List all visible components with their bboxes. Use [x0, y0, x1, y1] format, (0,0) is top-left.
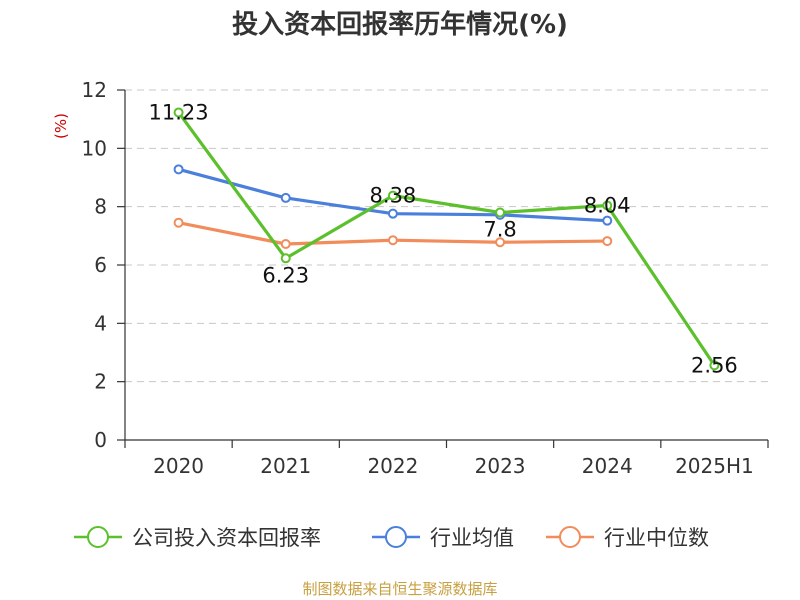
chart-title: 投入资本回报率历年情况(%) — [232, 9, 568, 40]
data-point — [280, 253, 291, 264]
x-tick-label: 2025H1 — [675, 454, 754, 478]
x-tick-label: 2023 — [475, 454, 526, 478]
data-label: 8.04 — [584, 194, 631, 218]
data-point — [173, 217, 184, 228]
data-point — [173, 107, 184, 118]
legend-label: 公司投入资本回报率 — [132, 526, 321, 550]
data-point — [387, 190, 398, 201]
series-points — [173, 107, 720, 371]
data-point — [602, 200, 613, 211]
legend-marker — [559, 526, 581, 548]
y-tick-label: 12 — [82, 78, 107, 102]
data-point — [602, 215, 613, 226]
data-label: 11.23 — [149, 100, 209, 124]
data-point — [387, 235, 398, 246]
legend-marker — [87, 526, 109, 548]
grid — [125, 89, 768, 383]
x-tick-label: 2022 — [367, 454, 418, 478]
data-label: 6.23 — [262, 263, 309, 287]
data-point — [709, 360, 720, 371]
data-labels: 11.23 6.23 8.38 7.8 8.04 2.56 — [149, 100, 738, 377]
y-axis-unit: (%) — [52, 113, 70, 139]
legend-marker — [385, 526, 407, 548]
data-point — [280, 192, 291, 203]
data-point — [495, 207, 506, 218]
x-tick-label: 2020 — [153, 454, 204, 478]
series-line — [177, 111, 716, 367]
data-point — [602, 236, 613, 247]
y-tick-label: 0 — [94, 428, 107, 452]
legend-label: 行业均值 — [430, 526, 514, 550]
legend: 公司投入资本回报率 行业均值 行业中位数 — [74, 526, 709, 550]
y-tick-label: 4 — [94, 311, 107, 335]
data-point — [387, 208, 398, 219]
data-point — [280, 239, 291, 249]
legend-label: 行业中位数 — [604, 526, 709, 550]
x-tick-label: 2024 — [582, 454, 633, 478]
axes: 0 2 4 6 8 10 12 2020 2021 2022 2023 2024 2025H1 — [82, 78, 769, 478]
series-lines — [177, 111, 716, 367]
source-note: 制图数据来自恒生聚源数据库 — [302, 580, 497, 598]
data-point — [495, 237, 506, 248]
y-tick-label: 10 — [82, 136, 107, 160]
y-tick-label: 2 — [94, 370, 107, 394]
data-label: 7.8 — [483, 218, 516, 242]
x-tick-label: 2021 — [260, 454, 311, 478]
y-tick-label: 6 — [94, 253, 107, 277]
data-label: 8.38 — [370, 184, 417, 208]
data-label: 2.56 — [691, 353, 738, 377]
data-point — [173, 164, 184, 175]
y-tick-label: 8 — [94, 195, 107, 219]
